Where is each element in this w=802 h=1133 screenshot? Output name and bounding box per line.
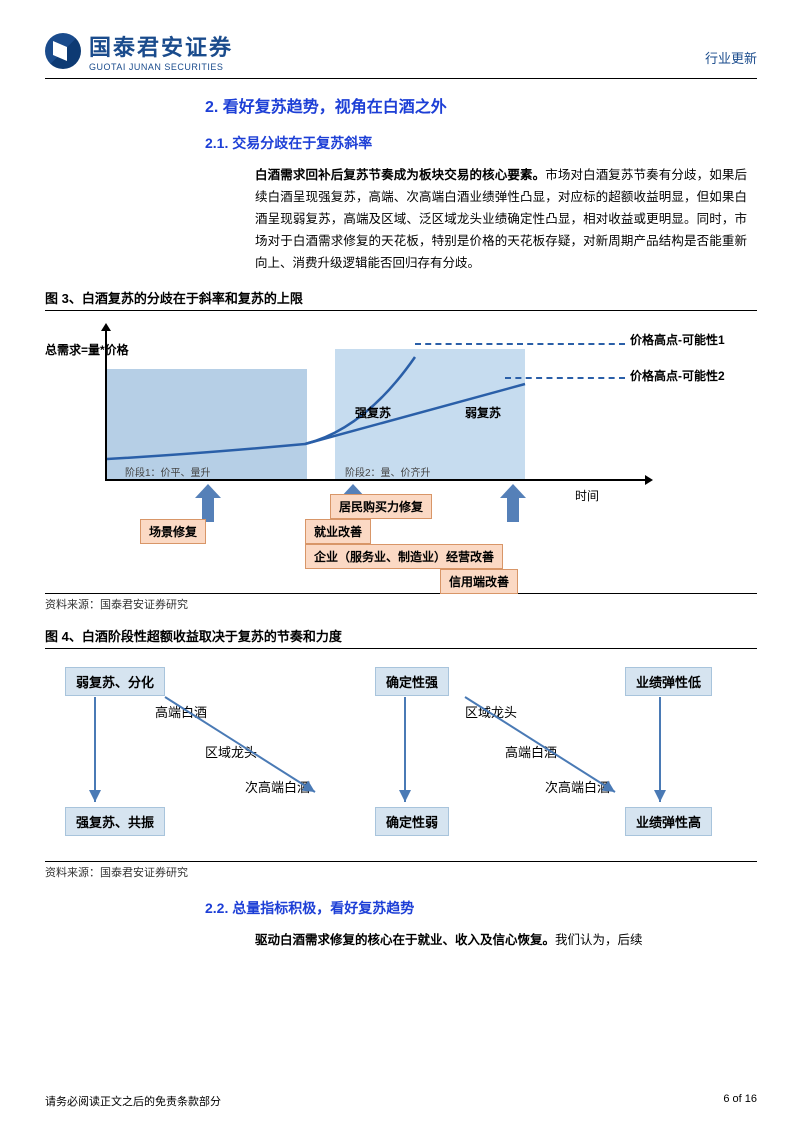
box-weak-recovery: 弱复苏、分化 — [65, 667, 165, 696]
figure-4-title: 图 4、白酒阶段性超额收益取决于复苏的节奏和力度 — [45, 626, 757, 649]
label-high-end-1: 高端白酒 — [155, 702, 207, 721]
page-footer: 请务必阅读正文之后的免责条款部分 6 of 16 — [45, 1093, 757, 1109]
tag-purchase: 居民购买力修复 — [330, 494, 432, 519]
figure-3-title: 图 3、白酒复苏的分歧在于斜率和复苏的上限 — [45, 288, 757, 311]
section-2-title: 2. 看好复苏趋势，视角在白酒之外 — [205, 93, 757, 117]
figure-3-source: 资料来源：国泰君安证券研究 — [45, 593, 757, 612]
price-high-1: 价格高点-可能性1 — [630, 331, 725, 348]
body-paragraph-2: 驱动白酒需求修复的核心在于就业、收入及信心恢复。我们认为，后续 — [255, 930, 747, 952]
phase1-region — [107, 369, 307, 479]
logo-text: 国泰君安证券 GUOTAI JUNAN SECURITIES — [89, 30, 233, 72]
logo-cn: 国泰君安证券 — [89, 30, 233, 62]
body-paragraph-1: 白酒需求回补后复苏节奏成为板块交易的核心要素。市场对白酒复苏节奏有分歧，如果后续… — [255, 165, 747, 274]
box-strong-recovery: 强复苏、共振 — [65, 807, 165, 836]
figure-3: 总需求=量*价格 阶段1：价平、量升 阶段2：量、价齐升 强复苏 弱复苏 价格高… — [45, 319, 757, 589]
arrow-credit — [500, 484, 526, 522]
body-bold-1: 白酒需求回补后复苏节奏成为板块交易的核心要素。 — [255, 168, 545, 182]
disclaimer: 请务必阅读正文之后的免责条款部分 — [45, 1093, 221, 1109]
arrow-scene — [195, 484, 221, 522]
phase1-label: 阶段1：价平、量升 — [125, 464, 211, 479]
fig3-x-label: 时间 — [575, 487, 599, 504]
x-axis — [105, 479, 647, 481]
label-regional-2: 区域龙头 — [465, 702, 517, 721]
body-rest-2: 我们认为，后续 — [555, 933, 643, 947]
page-number: 6 of 16 — [723, 1093, 757, 1109]
box-certainty-weak: 确定性弱 — [375, 807, 449, 836]
figure-4-source: 资料来源：国泰君安证券研究 — [45, 861, 757, 880]
tag-employment: 就业改善 — [305, 519, 371, 544]
strong-recovery-label: 强复苏 — [355, 404, 391, 421]
box-certainty-strong: 确定性强 — [375, 667, 449, 696]
subsection-2-2-title: 2.2. 总量指标积极，看好复苏趋势 — [205, 898, 757, 918]
body-rest-1: 市场对白酒复苏节奏有分歧，如果后续白酒呈现强复苏，高端、次高端白酒业绩弹性凸显，… — [255, 168, 747, 270]
label-subhigh-2: 次高端白酒 — [545, 777, 610, 796]
page-header: 国泰君安证券 GUOTAI JUNAN SECURITIES 行业更新 — [45, 30, 757, 79]
header-category: 行业更新 — [705, 48, 757, 67]
dashline-1 — [415, 343, 625, 345]
figure-4: 弱复苏、分化 强复苏、共振 确定性强 确定性弱 业绩弹性低 业绩弹性高 高端白酒… — [45, 657, 757, 857]
phase2-label: 阶段2：量、价齐升 — [345, 464, 431, 479]
box-elastic-low: 业绩弹性低 — [625, 667, 712, 696]
tag-credit: 信用端改善 — [440, 569, 518, 594]
price-high-2: 价格高点-可能性2 — [630, 367, 725, 384]
tag-scene: 场景修复 — [140, 519, 206, 544]
box-elastic-high: 业绩弹性高 — [625, 807, 712, 836]
weak-recovery-label: 弱复苏 — [465, 404, 501, 421]
label-subhigh-1: 次高端白酒 — [245, 777, 310, 796]
logo-en: GUOTAI JUNAN SECURITIES — [89, 62, 233, 72]
tag-enterprise: 企业（服务业、制造业）经营改善 — [305, 544, 503, 569]
body-bold-2: 驱动白酒需求修复的核心在于就业、收入及信心恢复。 — [255, 933, 555, 947]
logo-block: 国泰君安证券 GUOTAI JUNAN SECURITIES — [45, 30, 233, 72]
label-regional-1: 区域龙头 — [205, 742, 257, 761]
dashline-2 — [505, 377, 625, 379]
fig3-y-label: 总需求=量*价格 — [45, 341, 129, 358]
logo-icon — [45, 33, 81, 69]
label-high-end-2: 高端白酒 — [505, 742, 557, 761]
subsection-2-1-title: 2.1. 交易分歧在于复苏斜率 — [205, 133, 757, 153]
